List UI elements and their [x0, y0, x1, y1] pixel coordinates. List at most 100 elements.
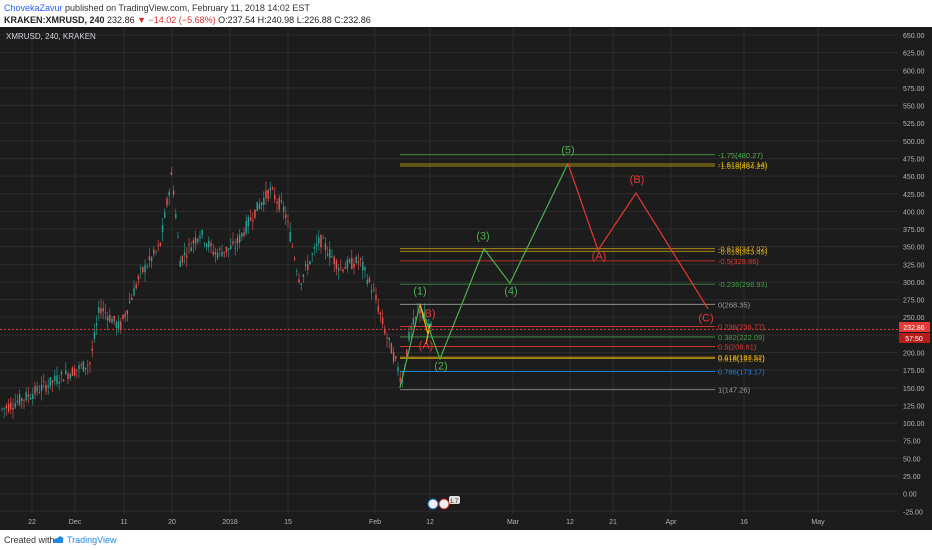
candle-body	[190, 247, 192, 252]
candle-body	[199, 235, 201, 239]
candle-body	[348, 259, 351, 263]
price-axis[interactable]: 650.00 625.00 600.00 575.00 550.00 525.00 500.…	[898, 27, 932, 530]
candle-body	[69, 374, 71, 378]
author-link[interactable]: ChovekaZavur	[4, 3, 63, 13]
fib-level-label: -0.618(343.49)	[718, 247, 768, 256]
candle-body	[225, 246, 228, 253]
y-tick-label: 575.00	[903, 86, 925, 93]
candle-body	[56, 375, 58, 384]
wave-corrective-line	[567, 163, 709, 310]
candle-body	[106, 316, 109, 321]
candle-body	[263, 198, 265, 205]
candle-body	[362, 261, 364, 271]
candle-body	[38, 392, 41, 394]
candle-body	[406, 349, 408, 356]
last-price: 232.86	[107, 15, 135, 25]
candle-body	[373, 289, 375, 291]
candle-body	[370, 290, 373, 293]
candle-body	[102, 308, 104, 312]
y-tick-label: 50.00	[903, 456, 921, 463]
candle-body	[65, 370, 67, 375]
candle-body	[124, 314, 126, 318]
publish-info: ChovekaZavur published on TradingView.co…	[4, 3, 310, 13]
high-value: H:240.98	[257, 15, 295, 25]
candle-body	[16, 400, 19, 403]
candle-body	[219, 248, 221, 250]
candle-body	[82, 361, 85, 372]
candle-body	[148, 256, 151, 261]
candle-body	[342, 269, 344, 272]
candle-body	[133, 287, 135, 296]
candle-body	[84, 367, 87, 370]
x-tick-label: Dec	[69, 519, 82, 526]
candle-body	[265, 190, 267, 199]
candle-body	[309, 261, 311, 264]
y-tick-label: 125.00	[903, 403, 925, 410]
candle-body	[146, 266, 148, 268]
candle-body	[89, 362, 91, 365]
y-tick-label: 400.00	[903, 209, 925, 216]
price-badge-bg	[899, 322, 930, 332]
candle-body	[318, 237, 320, 244]
candle-body	[159, 242, 162, 246]
candle-body	[179, 260, 181, 267]
candle-body	[238, 234, 241, 243]
y-tick-label: 450.00	[903, 174, 925, 181]
fib-level-label: -1.75(480.27)	[718, 151, 764, 160]
tradingview-link[interactable]: TradingView	[67, 535, 117, 545]
red-wave-label: (B)	[630, 174, 645, 186]
open-value: O:237.54	[218, 15, 256, 25]
candle-body	[241, 233, 243, 237]
x-tick-label: 2018	[222, 519, 238, 526]
chart-legend: XMRUSD, 240, KRAKEN	[6, 32, 96, 41]
candle-body	[183, 252, 186, 256]
x-tick-label: 11	[120, 519, 127, 526]
green-wave-label: (5)	[561, 145, 574, 157]
candle-body	[254, 209, 256, 218]
x-tick-label: 12	[426, 519, 434, 526]
candle-body	[139, 268, 142, 270]
candle-body	[260, 202, 263, 206]
candle-body	[54, 375, 56, 381]
wave-impulse-line	[399, 163, 569, 388]
candle-body	[359, 258, 362, 260]
y-tick-label: 100.00	[903, 421, 925, 428]
candle-body	[43, 381, 45, 383]
low-value: L:226.88	[296, 15, 332, 25]
candle-body	[344, 267, 346, 269]
candle-body	[109, 315, 111, 322]
candle-body	[315, 243, 318, 246]
y-tick-label: 300.00	[903, 280, 925, 287]
y-tick-label: 550.00	[903, 104, 925, 111]
candle-body	[322, 237, 324, 239]
candle-body	[212, 251, 214, 255]
fib-level-label: 0.5(208.61)	[718, 342, 757, 351]
candle-body	[335, 260, 338, 270]
candle-body	[47, 385, 49, 388]
time-axis[interactable]: 22 Dec 11 20 2018 15 Feb 12 Mar 12 21 Apr 16 May	[0, 514, 898, 530]
candle-body	[87, 364, 89, 366]
candle-body	[71, 367, 74, 376]
chart-area[interactable]: -1.75(480.27) -1.618(467.14) -1.618(464.29…	[0, 27, 932, 530]
y-tick-label: 650.00	[903, 33, 925, 40]
candle-body	[155, 251, 157, 253]
candle-body	[392, 351, 395, 362]
candle-body	[181, 255, 184, 263]
price-change: −14.02 (−5.68%)	[148, 15, 216, 25]
candle-body	[298, 279, 300, 283]
fib-level-label: 0.618(191.81)	[718, 354, 765, 363]
candle-body	[122, 314, 124, 320]
x-tick-label: 15	[284, 519, 292, 526]
candle-body	[287, 221, 289, 223]
y-tick-label: 75.00	[903, 439, 921, 446]
price-chart[interactable]: -1.75(480.27)-1.618(467.14)-1.618(464.29…	[0, 27, 932, 530]
candle-body	[5, 405, 8, 409]
candle-body	[188, 243, 190, 245]
candle-body	[161, 225, 164, 233]
candle-body	[60, 371, 63, 375]
candle-body	[175, 214, 177, 218]
red-wave-label: (A)	[419, 340, 434, 352]
x-tick-label: 21	[609, 519, 617, 526]
fib-level-label: 0.382(222.09)	[718, 333, 765, 342]
flag-icon[interactable]: 1.7	[427, 496, 460, 510]
